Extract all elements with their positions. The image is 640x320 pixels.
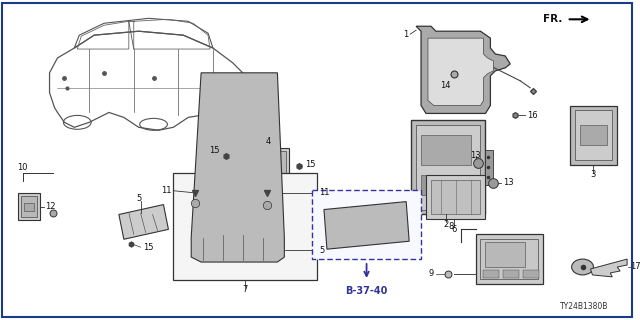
Bar	[421, 175, 470, 195]
Text: 14: 14	[440, 81, 451, 90]
Text: 11: 11	[319, 188, 330, 197]
Bar	[476, 234, 543, 284]
Text: 12: 12	[45, 202, 56, 211]
Bar	[253, 173, 282, 181]
Text: 2: 2	[443, 220, 449, 229]
Bar	[426, 175, 486, 220]
Bar	[421, 135, 470, 165]
Text: 13: 13	[470, 150, 481, 160]
Text: B-37-40: B-37-40	[346, 286, 388, 296]
Bar	[248, 148, 289, 178]
Text: 15: 15	[143, 243, 153, 252]
Text: 5: 5	[319, 246, 324, 255]
Text: TY24B1380B: TY24B1380B	[561, 302, 609, 311]
Text: 15: 15	[209, 146, 220, 155]
Bar	[503, 270, 519, 278]
Bar	[575, 110, 612, 160]
Text: 6: 6	[451, 225, 456, 234]
Text: 9: 9	[429, 269, 434, 278]
Text: FR.: FR.	[543, 14, 563, 24]
Text: 5: 5	[136, 194, 141, 203]
Bar	[416, 125, 481, 210]
Text: 11: 11	[161, 186, 172, 195]
Bar	[24, 203, 34, 211]
Bar	[431, 180, 481, 214]
Text: 1: 1	[403, 30, 408, 39]
Text: 4: 4	[266, 137, 271, 146]
Polygon shape	[428, 38, 493, 106]
Text: 17: 17	[630, 262, 640, 271]
Text: 8: 8	[449, 222, 454, 231]
Bar	[173, 173, 317, 280]
Bar	[570, 106, 617, 165]
Bar	[21, 196, 36, 218]
Bar	[18, 193, 40, 220]
Polygon shape	[191, 73, 284, 262]
Polygon shape	[119, 204, 168, 239]
Text: 10: 10	[17, 164, 28, 172]
Text: 3: 3	[591, 170, 596, 180]
Text: 15: 15	[305, 160, 316, 170]
Bar	[312, 190, 421, 259]
Polygon shape	[416, 26, 510, 113]
Ellipse shape	[572, 259, 593, 275]
Bar	[523, 270, 539, 278]
Bar	[486, 150, 493, 185]
Bar	[411, 120, 486, 214]
Text: 16: 16	[527, 111, 538, 120]
Bar	[486, 242, 525, 267]
Polygon shape	[591, 259, 627, 277]
Text: 13: 13	[503, 178, 514, 187]
Bar	[580, 125, 607, 145]
Text: 7: 7	[242, 285, 248, 294]
Bar	[483, 270, 499, 278]
Bar	[251, 151, 286, 175]
Bar	[481, 239, 538, 279]
Polygon shape	[324, 202, 409, 249]
